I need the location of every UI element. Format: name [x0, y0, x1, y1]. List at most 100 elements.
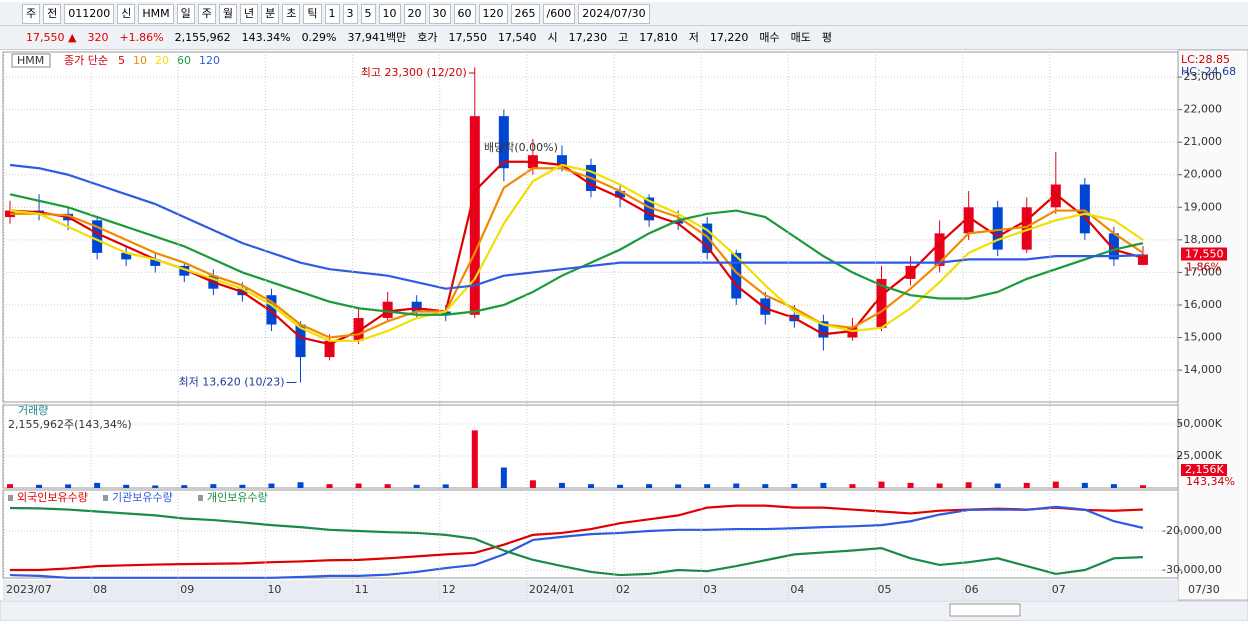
toolbar-item[interactable]: 265 [510, 3, 540, 24]
lc-label: LC:28.85 [1181, 53, 1230, 66]
volume-bar [588, 484, 594, 488]
legend-prefix: 종가 단순 [64, 54, 108, 67]
toolbar-item[interactable]: 년 [240, 3, 259, 24]
legend-swatch [198, 495, 203, 501]
volume-bar [762, 484, 769, 488]
candle-body [1021, 207, 1032, 250]
x-tick-label: 07 [1052, 583, 1066, 596]
toolbar-item[interactable]: 시 [547, 30, 558, 44]
candle-body [556, 155, 567, 165]
toolbar-item[interactable]: +1.86% [119, 30, 164, 44]
y-tick-label: 14,000 [1184, 363, 1223, 376]
toolbar-item[interactable]: 평 [821, 30, 832, 44]
legend-entry: 기관보유수량 [112, 491, 173, 504]
volume-bar [36, 484, 43, 488]
volume-bar [994, 483, 1001, 488]
volume-bar [1052, 481, 1059, 488]
toolbar-item[interactable]: 2024/07/30 [578, 3, 650, 24]
toolbar-item[interactable]: 틱 [303, 3, 322, 24]
candle-body [266, 295, 277, 325]
toolbar-item[interactable]: 분 [261, 3, 280, 24]
toolbar-item[interactable]: 17,220 [709, 30, 749, 44]
low-annotation: 최저 13,620 (10/23) [178, 375, 284, 388]
toolbar-item[interactable]: /600 [542, 3, 576, 24]
holding-line [9, 506, 1143, 577]
toolbar-item[interactable]: 17,550 ▲ [26, 30, 77, 44]
candle-body [498, 116, 509, 169]
toolbar-item[interactable]: HMM [138, 3, 174, 24]
candle-body [382, 301, 393, 318]
toolbar-item[interactable]: 5 [360, 3, 376, 24]
toolbar-item[interactable]: 37,941백만 [347, 30, 407, 44]
toolbar-item[interactable]: 3 [342, 3, 358, 24]
toolbar-item[interactable]: 신 [117, 3, 136, 24]
volume-bar [878, 481, 885, 488]
volume-bar [617, 484, 624, 488]
last-price: 17,550 [1185, 248, 1224, 261]
x-axis-band [3, 580, 1178, 600]
toolbar-item[interactable]: 고 [618, 30, 629, 44]
y-tick-label: 15,000 [1184, 331, 1223, 344]
y-tick-label: 25,000K [1176, 449, 1222, 462]
toolbar-item[interactable]: 월 [218, 3, 238, 24]
toolbar-item[interactable]: 17,230 [568, 30, 608, 44]
holding-line [10, 504, 1143, 572]
toolbar-item[interactable]: 143.34% [241, 30, 291, 44]
candle-body [1108, 233, 1119, 260]
volume-ratio: 143,34% [1186, 475, 1235, 488]
legend-entry: 20 [155, 54, 169, 67]
volume-bar [7, 484, 13, 488]
toolbar-item[interactable]: 2,155,962 [174, 30, 231, 44]
scroll-thumb [949, 603, 1021, 617]
toolbar-item[interactable]: 1 [324, 3, 340, 24]
y-tick-label: 50,000K [1176, 417, 1222, 430]
toolbar-item[interactable]: 주 [22, 3, 41, 24]
volume-bar [733, 483, 740, 488]
toolbar-item[interactable]: 매도 [790, 30, 811, 44]
candle-body [876, 278, 887, 328]
candle-body [673, 220, 684, 224]
toolbar-item[interactable]: 일 [176, 3, 195, 24]
volume-bar [646, 484, 653, 488]
x-tick-label: 2024/01 [529, 583, 575, 596]
toolbar-item[interactable]: 011200 [64, 3, 115, 24]
volume-bar [1081, 482, 1088, 488]
volume-bar [268, 483, 275, 488]
end-date: 07/30 [1188, 583, 1220, 596]
toolbar-item[interactable]: 호가 [417, 30, 438, 44]
moving-average [10, 167, 1144, 339]
dividend-annotation: 배당락(0.00%) [484, 141, 558, 154]
volume-bar [1139, 485, 1146, 488]
toolbar-item[interactable]: 10 [378, 3, 401, 24]
toolbar-item[interactable]: 17,540 [498, 30, 537, 44]
toolbar-item[interactable]: 17,810 [639, 30, 678, 44]
candle-body [847, 327, 858, 338]
toolbar-item[interactable]: 20 [403, 3, 426, 24]
volume-bar [1023, 482, 1030, 488]
toolbar-item[interactable]: 30 [428, 3, 451, 24]
candle-body [992, 207, 1003, 250]
toolbar-item[interactable]: 17,550 [448, 30, 488, 44]
holding-line [9, 505, 1144, 579]
y-tick-label: 17,000 [1184, 265, 1223, 278]
panel-subtitle: 2,155,962주(143,34%) [8, 418, 132, 431]
x-tick-label: 10 [267, 583, 281, 596]
toolbar-item[interactable]: 0.29% [301, 30, 337, 44]
moving-average [9, 163, 1144, 342]
candle-body [150, 259, 161, 266]
toolbar-item[interactable]: 전 [43, 3, 62, 24]
hc-label: HC:-24.68 [1181, 65, 1236, 78]
toolbar-item[interactable]: 320 [87, 30, 109, 44]
toolbar-item[interactable]: 초 [282, 3, 301, 24]
candle-body [1050, 184, 1061, 208]
toolbar-item[interactable]: 60 [453, 3, 476, 24]
volume-bar [675, 484, 682, 488]
toolbar-item[interactable]: 주 [197, 3, 216, 24]
y-tick-label: 18,000 [1184, 233, 1223, 246]
toolbar-item[interactable]: 저 [688, 30, 699, 44]
toolbar-item[interactable]: 120 [478, 3, 508, 24]
candle-body [615, 191, 626, 198]
toolbar-item[interactable]: 매수 [759, 30, 780, 44]
legend-entry: 개인보유수량 [207, 491, 268, 504]
volume-bar [297, 482, 304, 488]
